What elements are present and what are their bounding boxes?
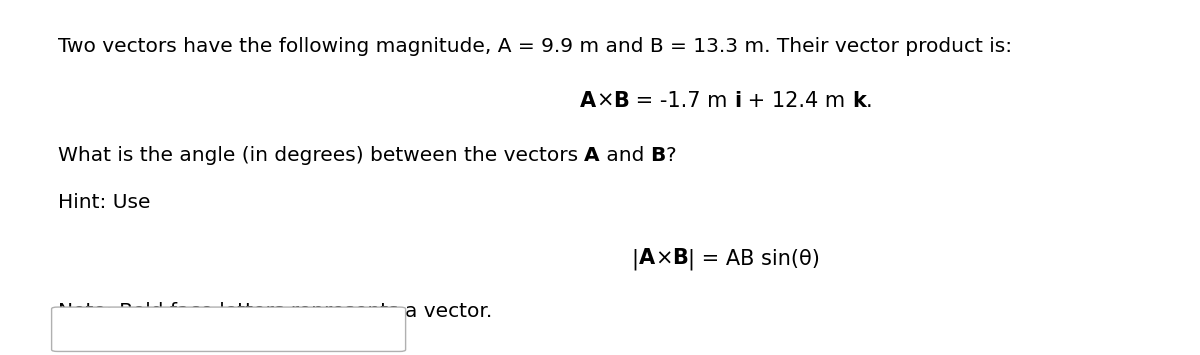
Text: .: . [866, 91, 872, 110]
Text: ×: × [655, 248, 672, 268]
Text: i: i [734, 91, 742, 110]
Text: = -1.7 m: = -1.7 m [629, 91, 734, 110]
Text: Note: Bold face letters represents a vector.: Note: Bold face letters represents a vec… [58, 302, 492, 321]
Text: A: A [638, 248, 655, 268]
Text: Hint: Use: Hint: Use [58, 193, 150, 213]
Text: B: B [613, 91, 629, 110]
Text: B: B [650, 146, 666, 165]
Text: ×: × [595, 91, 613, 110]
Text: What is the angle (in degrees) between the vectors: What is the angle (in degrees) between t… [58, 146, 584, 165]
Text: | = AB sin(θ): | = AB sin(θ) [689, 248, 820, 270]
Text: |: | [632, 248, 638, 270]
Text: A: A [580, 91, 595, 110]
Text: ?: ? [666, 146, 677, 165]
Text: k: k [852, 91, 866, 110]
Text: B: B [672, 248, 689, 268]
Text: A: A [584, 146, 600, 165]
Text: and: and [600, 146, 650, 165]
Text: + 12.4 m: + 12.4 m [742, 91, 852, 110]
Text: Two vectors have the following magnitude, A = 9.9 m and B = 13.3 m. Their vector: Two vectors have the following magnitude… [58, 37, 1012, 56]
